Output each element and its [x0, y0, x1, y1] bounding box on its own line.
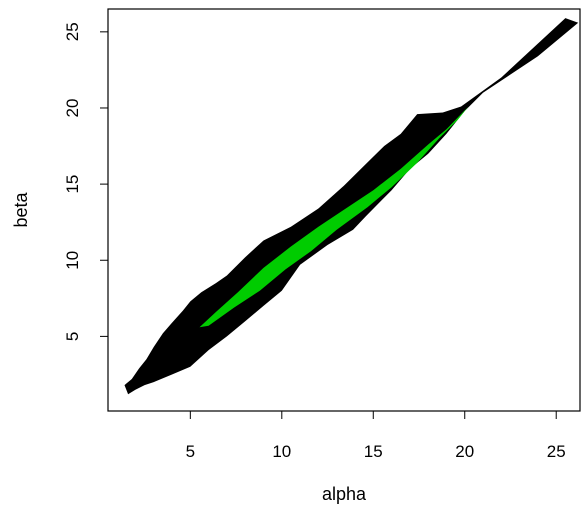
x-tick-label: 25 [547, 442, 566, 461]
x-axis-label: alpha [322, 484, 367, 504]
y-tick-label: 15 [63, 175, 82, 194]
inner-region [199, 106, 469, 328]
y-axis: 5 10 15 20 25 [63, 22, 109, 341]
y-tick-label: 10 [63, 251, 82, 270]
x-tick-label: 10 [272, 442, 291, 461]
y-axis-label: beta [11, 192, 31, 228]
region-layer [124, 18, 579, 395]
x-tick-label: 15 [364, 442, 383, 461]
x-tick-label: 5 [186, 442, 195, 461]
y-tick-label: 5 [63, 332, 82, 341]
y-tick-label: 25 [63, 22, 82, 41]
x-tick-label: 20 [455, 442, 474, 461]
y-tick-label: 20 [63, 99, 82, 118]
x-axis: 5 10 15 20 25 [186, 410, 566, 461]
